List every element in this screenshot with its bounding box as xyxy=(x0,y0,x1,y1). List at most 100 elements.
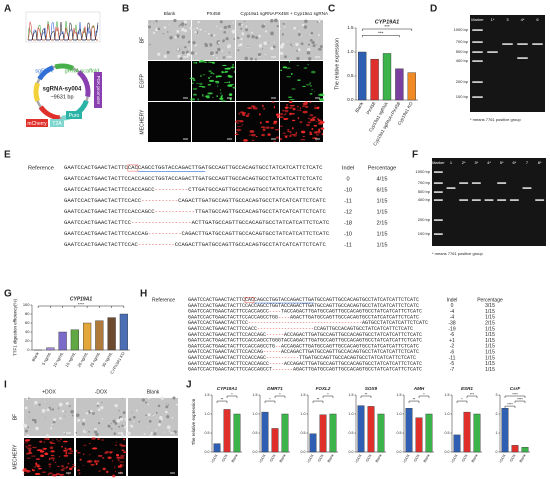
texture xyxy=(51,408,55,411)
signal xyxy=(249,130,255,133)
signal xyxy=(296,109,301,111)
signal xyxy=(307,64,309,66)
signal xyxy=(250,105,256,108)
texture xyxy=(270,46,274,50)
x-tick-label: PX458 xyxy=(365,101,376,116)
x-tick-label: Blank xyxy=(375,453,383,463)
texture xyxy=(176,48,180,51)
column-header: -DOX xyxy=(95,389,108,395)
texture xyxy=(69,405,71,407)
y-tick-label: 1.5 xyxy=(445,393,450,397)
texture xyxy=(162,33,164,35)
texture xyxy=(258,34,261,38)
plasmid-feature xyxy=(54,63,75,71)
indel: -7 xyxy=(450,367,455,373)
texture xyxy=(110,423,112,425)
lane-label: Marker xyxy=(471,17,484,22)
pam-box xyxy=(127,164,139,172)
signal xyxy=(83,444,87,446)
signal xyxy=(288,100,293,104)
texture xyxy=(41,408,46,413)
texture xyxy=(82,418,86,422)
gel-band xyxy=(433,171,443,173)
panel-label: G xyxy=(4,289,12,300)
indel: -11 xyxy=(449,355,456,361)
x-tick-label: 5 ng/mL xyxy=(41,350,53,366)
signal xyxy=(52,459,55,461)
significance: * xyxy=(423,392,425,396)
signal xyxy=(242,113,246,116)
panel-label: B xyxy=(122,4,129,15)
signal xyxy=(274,129,280,131)
lane-label: 6 xyxy=(536,17,539,22)
y-tick-label: 0.5 xyxy=(253,431,258,435)
texture xyxy=(93,430,98,434)
texture xyxy=(97,408,101,412)
texture xyxy=(304,19,308,24)
plasmid-feature xyxy=(76,70,91,97)
texture xyxy=(222,56,226,59)
lane-label: 3* xyxy=(474,160,478,165)
percentage: 1/15 xyxy=(485,367,495,373)
texture xyxy=(315,44,317,46)
indel: -19 xyxy=(448,326,455,332)
y-tick-label: 0.5 xyxy=(445,431,450,435)
y-tick-label: 1.5 xyxy=(205,393,210,397)
x-tick-label: 30 ng/mL xyxy=(101,350,114,368)
texture xyxy=(264,53,266,56)
texture xyxy=(122,397,123,399)
texture xyxy=(166,50,170,54)
texture xyxy=(81,422,86,426)
row-label: MECHERY xyxy=(139,109,145,135)
texture xyxy=(204,43,209,48)
texture xyxy=(166,425,171,430)
signal xyxy=(232,86,236,89)
panel-label: E xyxy=(4,150,11,161)
texture xyxy=(227,44,231,48)
texture xyxy=(281,42,285,47)
texture xyxy=(26,397,29,400)
column-header: Indel xyxy=(342,165,354,171)
texture xyxy=(176,29,180,33)
signal xyxy=(114,444,118,446)
texture xyxy=(164,431,166,433)
texture xyxy=(183,20,187,24)
percentage: 1/15 xyxy=(485,361,495,367)
texture xyxy=(50,426,52,428)
y-tick-label: 2 xyxy=(496,412,498,416)
column-header: Blank xyxy=(164,11,176,16)
percentage: 1/15 xyxy=(377,209,388,215)
texture xyxy=(149,21,151,23)
indel: -38 xyxy=(448,321,455,327)
signal xyxy=(290,73,293,76)
signal xyxy=(94,460,97,463)
signal xyxy=(217,75,222,78)
x-tick-label: +DOX xyxy=(306,453,315,464)
signal xyxy=(302,110,308,114)
row-label: BF xyxy=(12,414,18,420)
texture xyxy=(210,51,214,56)
signal xyxy=(228,67,231,69)
bar xyxy=(329,413,337,453)
texture xyxy=(155,20,158,23)
texture xyxy=(221,50,224,52)
significance: * xyxy=(461,397,463,401)
x-tick-label: -DOX xyxy=(365,453,373,463)
ladder-label: 200 bp xyxy=(418,217,431,222)
lane-label: 5* xyxy=(500,160,504,165)
significance-bracket xyxy=(322,395,334,398)
panel-label: I xyxy=(4,380,7,391)
percentage: 1/15 xyxy=(485,309,495,315)
texture xyxy=(27,397,30,399)
texture xyxy=(219,28,222,30)
signal xyxy=(190,98,196,101)
signal xyxy=(43,441,46,443)
texture xyxy=(35,426,39,431)
texture xyxy=(177,54,181,59)
sequence: GAATCCACTGAACTACTTCCACCAGCC-----ACCAGACT… xyxy=(188,361,422,367)
texture xyxy=(27,426,29,429)
bar xyxy=(501,408,509,453)
significance: **** xyxy=(78,301,85,306)
signal xyxy=(49,441,53,443)
texture xyxy=(215,25,218,28)
